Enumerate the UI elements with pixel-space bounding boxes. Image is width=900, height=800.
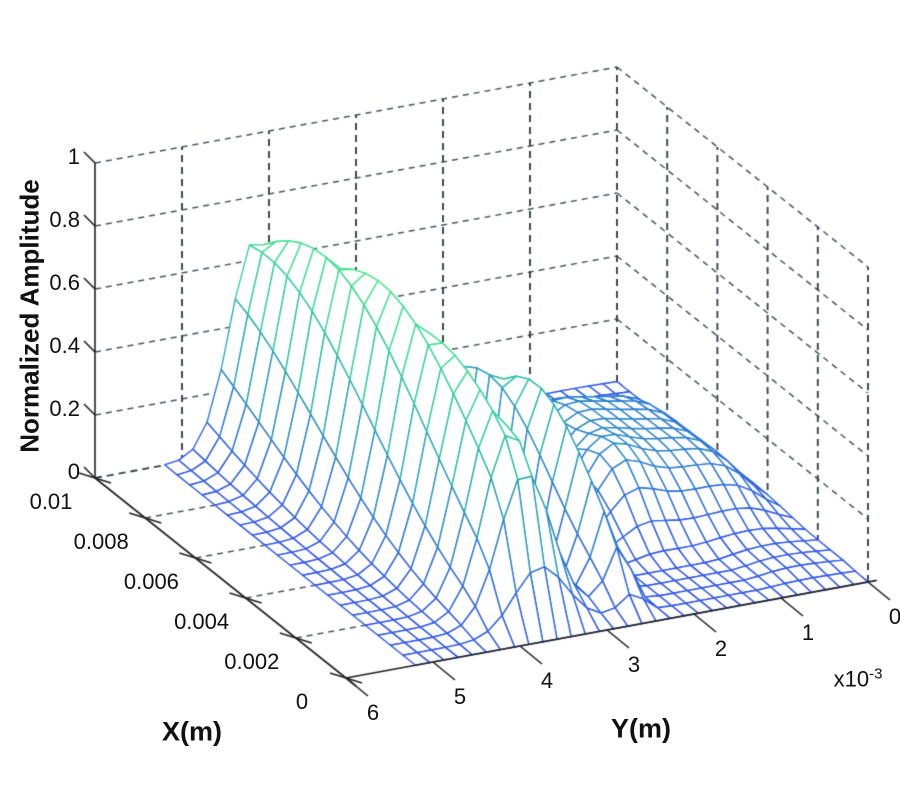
- z-tick-label: 1: [67, 144, 80, 169]
- z-axis-label: Normalized Amplitude: [14, 179, 45, 453]
- x-tick-label: 0.002: [224, 649, 280, 674]
- y-tick-label: 2: [714, 636, 728, 661]
- y-tick-label: 1: [801, 620, 815, 645]
- z-tick-label: 0.6: [49, 270, 80, 295]
- z-tick-label: 0.8: [49, 207, 80, 232]
- y-axis-multiplier: x10-3: [834, 665, 883, 692]
- multiplier-exponent: -3: [869, 665, 883, 683]
- x-tick-label: 0: [295, 689, 309, 714]
- y-tick-label: 3: [627, 652, 641, 677]
- y-tick-label: 5: [453, 684, 467, 709]
- z-tick-label: 0.2: [49, 396, 80, 421]
- multiplier-prefix: x10: [833, 666, 870, 692]
- y-tick-label: 0: [888, 604, 900, 629]
- x-tick-label: 0.008: [73, 529, 129, 554]
- y-tick-label: 6: [366, 700, 380, 725]
- x-tick-label: 0.006: [123, 569, 179, 594]
- x-tick-label: 0.004: [174, 609, 230, 634]
- z-tick-label: 0: [67, 459, 80, 484]
- x-axis-label: X(m): [162, 716, 222, 747]
- z-tick-label: 0.4: [49, 333, 80, 358]
- y-axis-label: Y(m): [611, 713, 671, 744]
- y-tick-label: 4: [540, 668, 554, 693]
- x-tick-label: 0.01: [29, 489, 73, 514]
